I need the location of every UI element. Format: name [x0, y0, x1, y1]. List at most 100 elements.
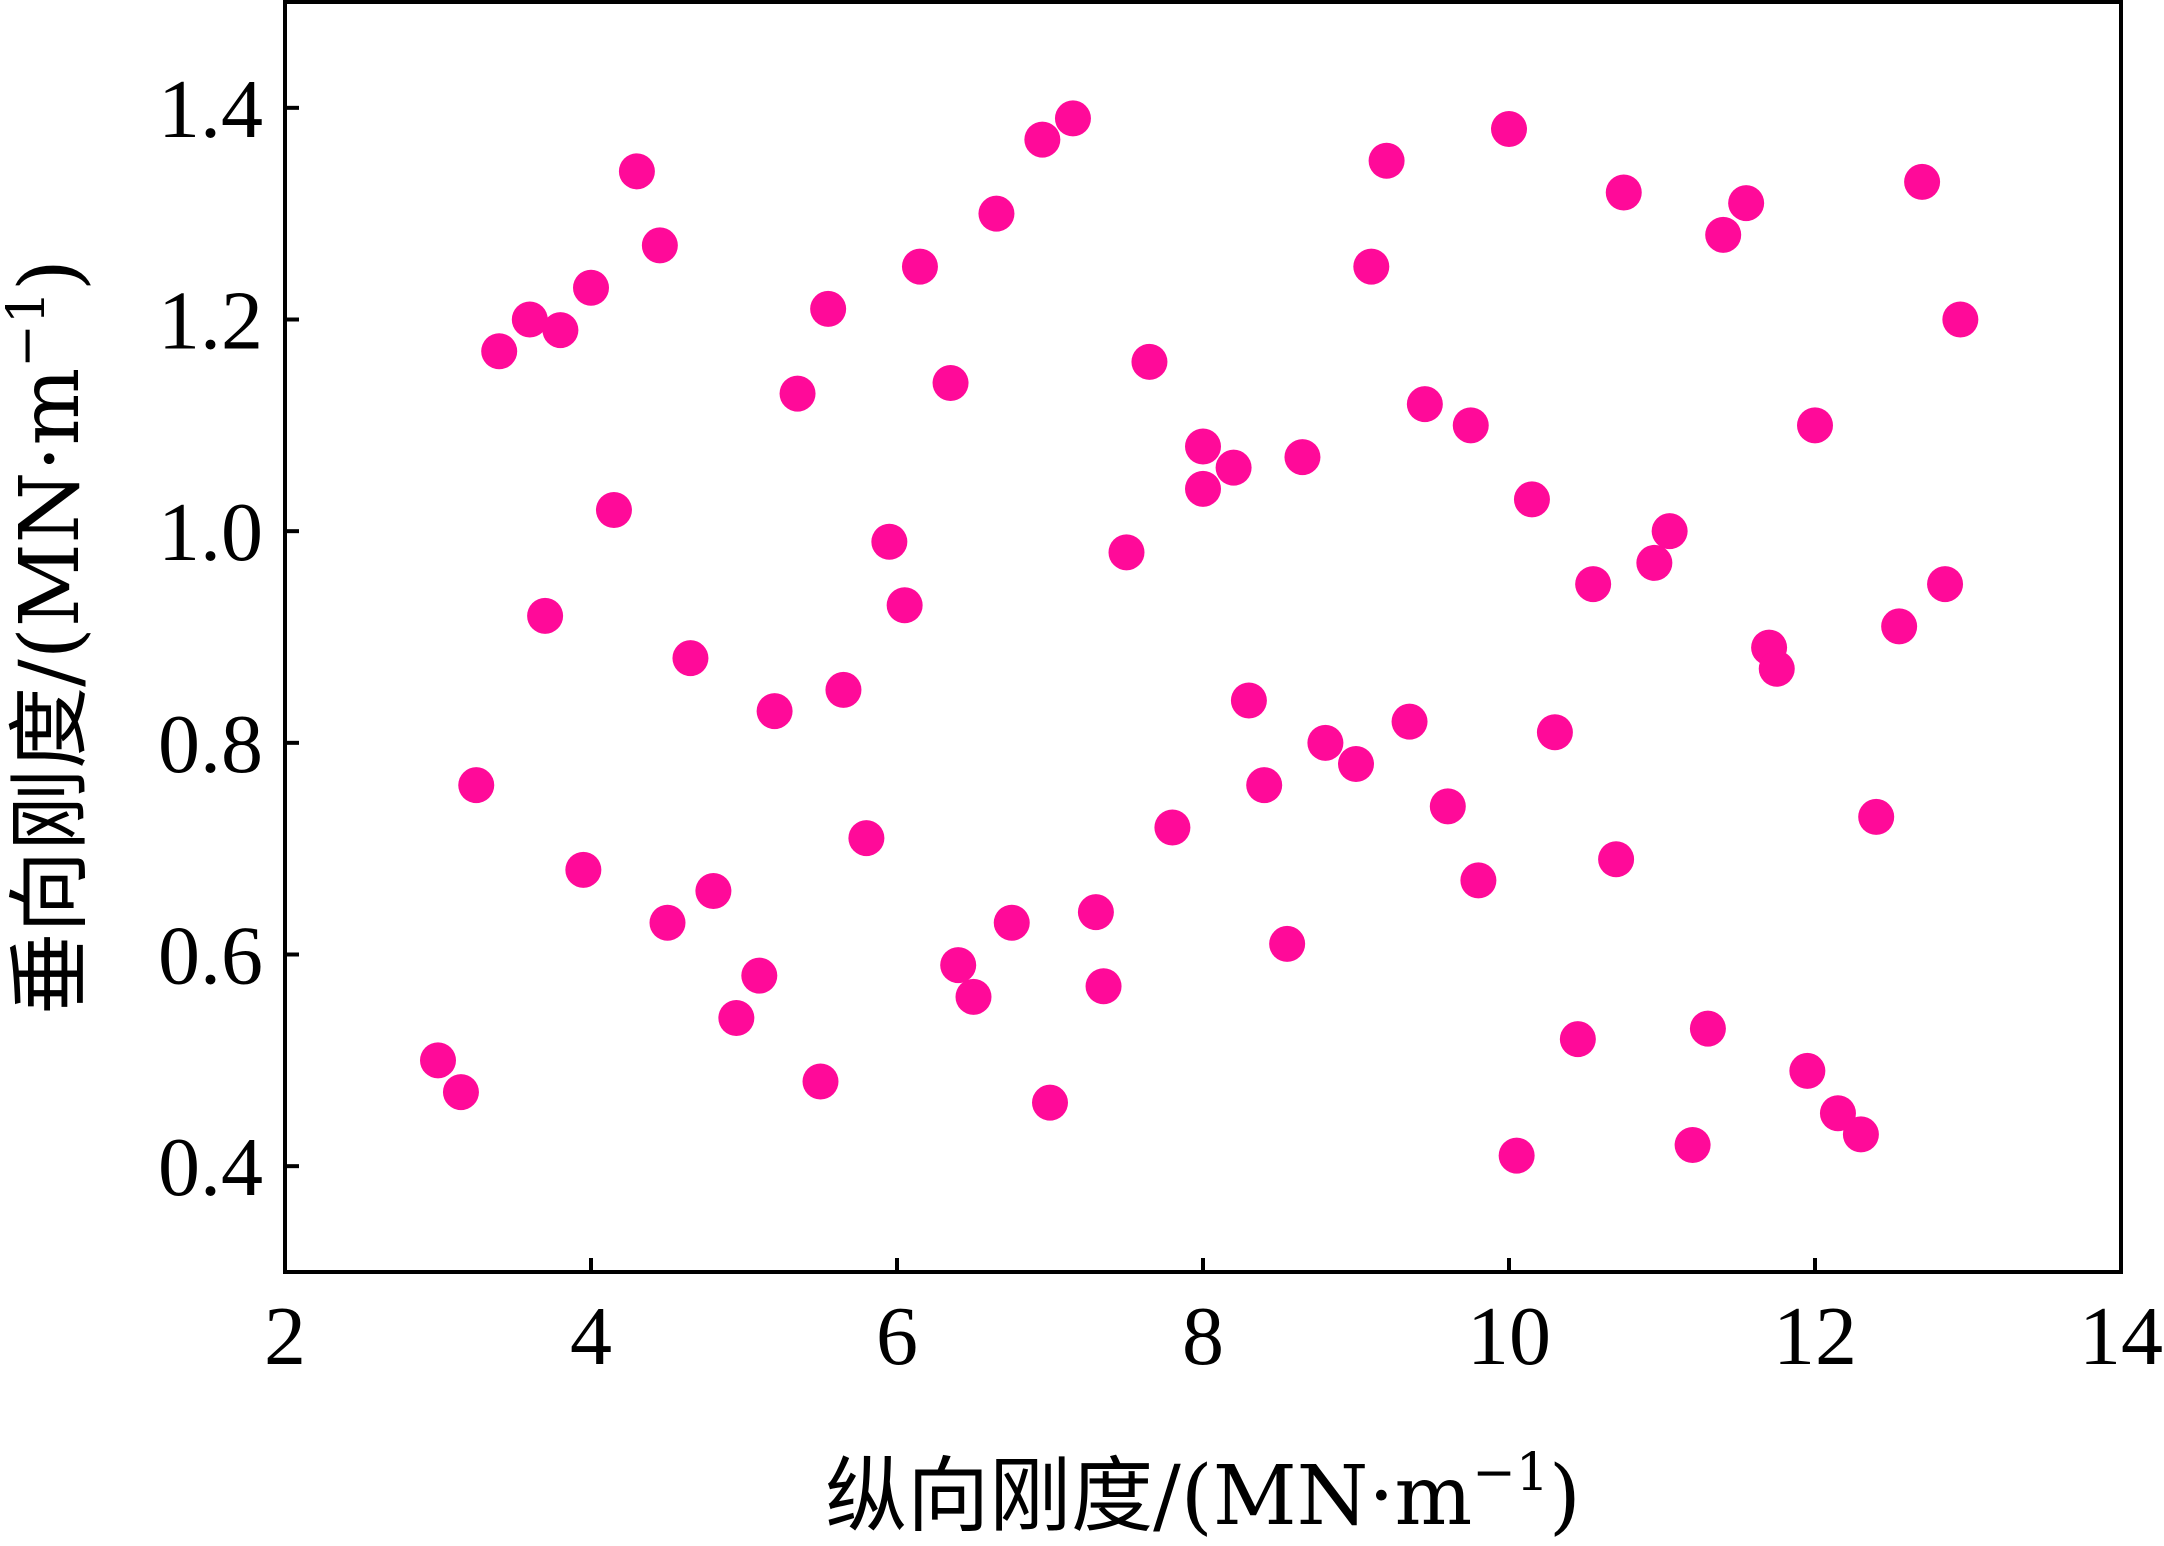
data-point — [1338, 746, 1374, 782]
y-tick-label: 1.2 — [158, 275, 263, 368]
data-point — [1858, 798, 1895, 835]
data-point — [1284, 439, 1321, 476]
plot-frame — [283, 0, 2123, 1274]
data-point — [1460, 862, 1497, 899]
data-point — [1353, 248, 1390, 285]
data-point — [978, 195, 1015, 232]
data-point — [1452, 407, 1489, 444]
data-point — [1942, 301, 1979, 338]
data-point — [695, 873, 732, 909]
data-point — [1032, 1084, 1068, 1121]
data-point — [1536, 714, 1573, 751]
data-point — [649, 904, 686, 941]
data-point — [1598, 841, 1635, 878]
data-point — [481, 333, 518, 370]
data-point — [1605, 174, 1642, 211]
data-point — [1636, 544, 1673, 581]
x-axis-title-main: 纵向刚度/(MN·m — [825, 1449, 1472, 1544]
x-axis-title-sup: −1 — [1472, 1443, 1549, 1503]
data-point — [955, 978, 992, 1015]
data-point — [741, 957, 778, 994]
data-point — [1758, 650, 1795, 687]
data-point — [1391, 703, 1428, 740]
x-tick-label: 14 — [2079, 1290, 2163, 1383]
data-point — [1789, 1052, 1826, 1089]
data-point — [1368, 142, 1405, 179]
x-tick-label: 12 — [1773, 1290, 1857, 1383]
data-point — [1927, 566, 1964, 603]
data-point — [871, 523, 908, 560]
data-points — [420, 100, 1979, 1174]
data-point — [1054, 100, 1091, 137]
data-point — [779, 375, 816, 412]
data-point — [1406, 386, 1443, 423]
data-point — [1269, 925, 1306, 962]
data-point — [1307, 724, 1344, 761]
data-point — [810, 290, 847, 327]
data-point — [1651, 513, 1688, 550]
y-tick-label: 0.4 — [158, 1121, 263, 1214]
data-point — [641, 227, 678, 264]
data-point — [1513, 481, 1550, 518]
data-point — [718, 1000, 755, 1036]
data-point — [1185, 470, 1221, 507]
x-tick-label: 10 — [1467, 1290, 1551, 1383]
data-point — [932, 365, 969, 401]
data-point — [993, 904, 1030, 941]
x-tick-label: 4 — [570, 1290, 612, 1383]
data-point — [1131, 343, 1168, 380]
data-point — [1904, 163, 1941, 200]
data-point — [1689, 1010, 1726, 1047]
data-point — [1881, 608, 1918, 645]
axis-ticks — [283, 105, 2123, 1272]
data-point — [1819, 1095, 1856, 1132]
data-point — [1705, 216, 1742, 253]
data-point — [825, 671, 862, 708]
y-tick-label: 0.6 — [158, 910, 263, 1003]
x-tick-label: 6 — [876, 1290, 918, 1383]
y-axis-title-main: 垂向刚度/(MN·m — [3, 368, 98, 1015]
x-axis-title-close: ) — [1549, 1449, 1581, 1544]
x-tick-label: 8 — [1182, 1290, 1224, 1383]
data-point — [1498, 1137, 1535, 1174]
data-point — [565, 851, 602, 888]
data-point — [1085, 968, 1122, 1005]
data-point — [1491, 111, 1527, 147]
x-axis-title: 纵向刚度/(MN·m−1) — [825, 1443, 1581, 1544]
data-point — [672, 640, 709, 677]
data-point — [1246, 767, 1283, 804]
x-tick-labels: 2 4 6 8 10 12 14 — [264, 1290, 2163, 1383]
data-point — [618, 153, 655, 190]
data-point — [1215, 449, 1252, 486]
y-tick-label: 1.0 — [158, 486, 263, 579]
data-point — [420, 1042, 456, 1079]
y-axis-title-close: ) — [3, 259, 98, 291]
data-point — [527, 597, 564, 634]
y-axis-title: 垂向刚度/(MN·m−1) — [0, 259, 98, 1015]
y-tick-label: 0.8 — [158, 698, 263, 791]
data-point — [886, 587, 923, 624]
data-point — [1108, 534, 1145, 571]
data-point — [1797, 407, 1833, 444]
data-point — [901, 248, 938, 285]
y-tick-label: 1.4 — [158, 63, 263, 156]
data-point — [1728, 185, 1765, 222]
data-point — [1230, 682, 1267, 719]
data-point — [595, 492, 632, 528]
data-point — [442, 1074, 479, 1111]
data-point — [940, 947, 977, 984]
data-point — [1077, 894, 1114, 931]
data-point — [1575, 566, 1612, 603]
data-point — [1185, 428, 1221, 465]
data-point — [1024, 121, 1061, 158]
y-axis-title-sup: −1 — [0, 291, 57, 368]
data-point — [511, 301, 548, 338]
data-point — [1154, 809, 1191, 846]
x-tick-label: 2 — [264, 1290, 306, 1383]
data-point — [756, 693, 793, 730]
data-point — [573, 269, 609, 306]
data-point — [542, 312, 579, 349]
data-point — [1559, 1021, 1596, 1058]
